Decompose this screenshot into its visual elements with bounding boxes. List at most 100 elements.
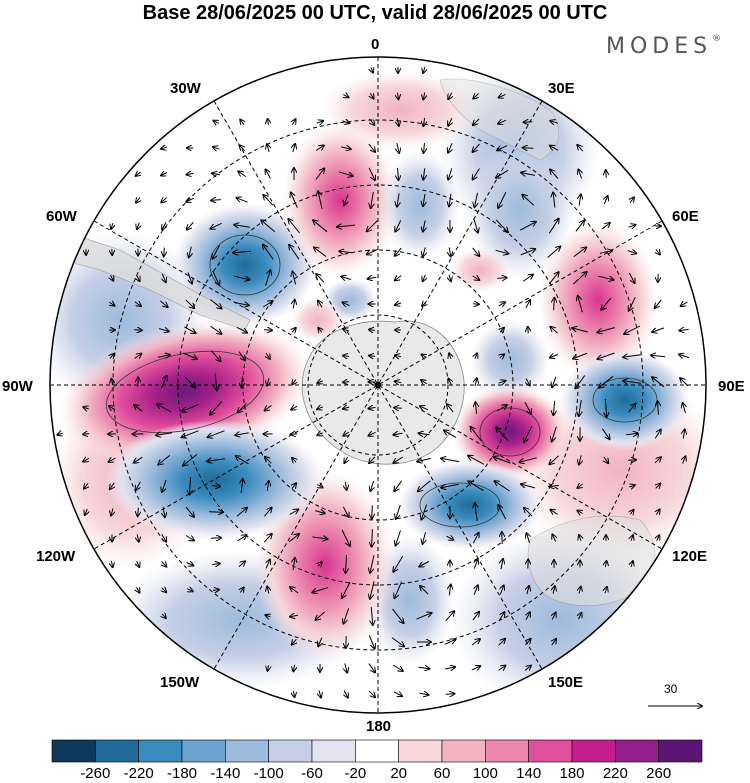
wind-vector-arrow (367, 249, 378, 255)
wind-vector-arrow (343, 608, 350, 623)
wind-vector-arrow (394, 480, 403, 491)
wind-vector-arrow (679, 354, 690, 357)
wind-vector-arrow (395, 276, 402, 281)
wind-vector-arrow (368, 663, 375, 673)
wind-vector-arrow (578, 296, 583, 313)
wind-vector-arrow (527, 586, 529, 595)
wind-vector-arrow (345, 481, 346, 490)
wind-vector-arrow (265, 457, 272, 464)
wind-vector-arrow (319, 690, 321, 698)
lon-label-120w: 120W (36, 548, 76, 565)
wind-vector-arrow (423, 274, 426, 282)
wind-vector-arrow (368, 167, 375, 180)
wind-vector-arrow (550, 327, 558, 334)
wind-vector-arrow (371, 67, 373, 72)
wind-vector-arrow (395, 381, 402, 383)
wind-vector-arrow (83, 434, 90, 435)
wind-vector-arrow (579, 194, 581, 206)
wind-vector-arrow (263, 534, 272, 543)
wind-vector-arrow (184, 376, 196, 388)
wind-vector-arrow (496, 169, 509, 178)
wind-vector-arrow (134, 456, 143, 463)
anomaly-field (50, 57, 706, 713)
wind-vector-arrow (498, 381, 506, 383)
wind-vector-arrow (521, 173, 535, 176)
wind-vector-arrow (316, 611, 325, 620)
wind-vector-arrow (137, 222, 139, 229)
wind-vector-arrow (292, 639, 297, 644)
wind-vector-arrow (343, 95, 348, 98)
wind-vector-arrow (318, 191, 323, 209)
wind-vector-arrow (158, 355, 170, 357)
wind-vector-arrow (630, 510, 633, 514)
wind-vector-arrow (211, 486, 220, 487)
colorbar-swatch (571, 739, 616, 763)
wind-vector-arrow (579, 455, 581, 464)
wind-vector-arrow (263, 195, 274, 206)
wind-vector-arrow (136, 274, 139, 281)
wind-vector-arrow (137, 587, 140, 592)
wind-vector-arrow (315, 511, 325, 514)
colorbar-swatch (485, 739, 529, 763)
wind-vector-arrow (498, 302, 505, 306)
wind-vector-arrow (266, 170, 271, 179)
colorbar-swatch (355, 739, 399, 763)
lon-label-0: 0 (371, 36, 380, 53)
wind-vector-arrow (630, 197, 634, 202)
wind-vector-arrow (599, 375, 614, 387)
wind-vector-arrow (212, 564, 220, 565)
colorbar-tick-label: -60 (301, 765, 323, 782)
wind-vector-arrow (396, 530, 401, 546)
wind-vector-arrow (111, 508, 113, 515)
wind-vector-arrow (577, 145, 584, 152)
colorbar-tick-label: -100 (253, 765, 284, 782)
wind-vector-arrow (498, 666, 506, 671)
wind-vector-arrow (343, 356, 350, 357)
wind-vector-arrow (111, 379, 112, 386)
wind-vector-arrow (343, 382, 350, 383)
wind-vector-arrow (528, 327, 529, 334)
wind-vector-arrow (392, 664, 403, 671)
wind-vector-arrow (553, 586, 555, 594)
wind-vector-arrow (134, 302, 141, 306)
wind-vector-arrow (448, 117, 452, 126)
wind-vector-arrow (109, 458, 116, 462)
wind-vector-arrow (526, 300, 530, 309)
wind-vector-arrow (472, 247, 480, 256)
colorbar-swatch (181, 739, 226, 763)
lon-label-120e: 120E (672, 548, 708, 565)
wind-vector-arrow (572, 328, 588, 333)
wind-vector-arrow (318, 637, 322, 647)
wind-vector-arrow (266, 352, 270, 359)
wind-vector-arrow (500, 586, 503, 595)
wind-vector-arrow (579, 613, 582, 620)
wind-vector-arrow (553, 192, 555, 208)
wind-vector-arrow (186, 198, 195, 202)
wind-vector-arrow (468, 456, 485, 465)
wind-vector-arrow (575, 375, 586, 389)
wind-vector-arrow (111, 222, 113, 229)
wind-vector-arrow (292, 483, 296, 488)
wind-vector-arrow (215, 373, 217, 391)
colorbar-tick-label: -20 (344, 765, 367, 782)
wind-vector-arrow (497, 278, 506, 279)
lon-label-30e: 30E (548, 80, 575, 97)
wind-vector-arrow (369, 456, 376, 463)
wind-vector-arrow (292, 119, 295, 126)
wind-vector-arrow (263, 301, 272, 308)
wind-vector-arrow (317, 485, 322, 488)
wind-vector-arrow (394, 408, 402, 409)
wind-vector-arrow (501, 559, 503, 570)
wind-vector-arrow (552, 613, 555, 620)
wind-vector-arrow (500, 328, 504, 333)
wind-vector-arrow (212, 173, 221, 175)
wind-vector-arrow (158, 329, 169, 332)
wind-vector-arrow (184, 326, 195, 333)
wind-vector-arrow (293, 664, 294, 672)
wind-vector-arrow (183, 454, 198, 465)
wind-vector-arrow (475, 503, 477, 521)
wind-vector-arrow (291, 434, 298, 435)
wind-vector-arrow (393, 556, 404, 571)
colorbar-swatch (658, 739, 703, 763)
wind-vector-arrow (391, 637, 404, 647)
